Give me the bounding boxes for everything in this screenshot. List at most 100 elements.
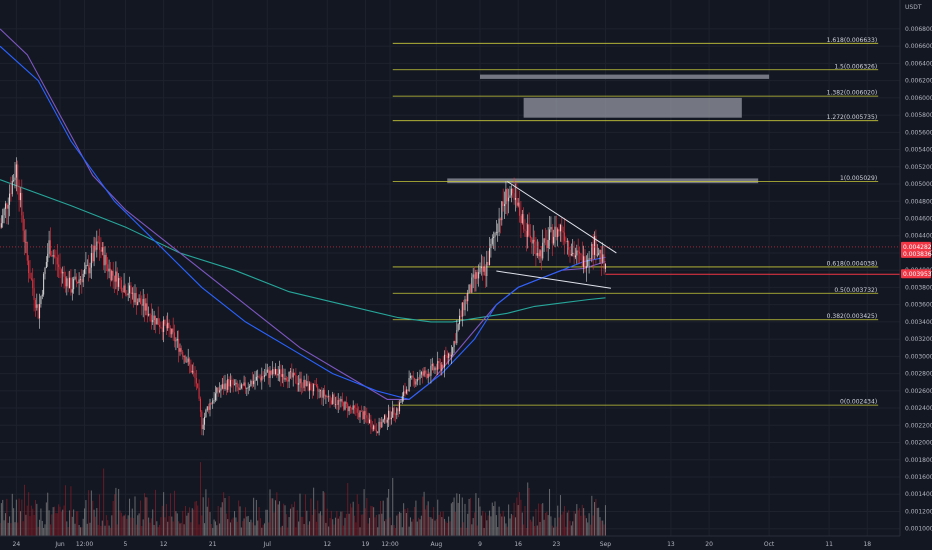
candle-body [130,285,132,294]
candle-body [36,304,38,308]
candle-body [262,376,264,377]
candle-body [535,241,537,256]
candle-body [94,245,96,250]
candle-body [44,268,46,274]
volume-bar [389,517,391,536]
volume-bar [437,499,439,536]
volume-bar [351,507,353,536]
volume-bar [19,511,21,536]
volume-bar [356,494,358,536]
volume-bar [302,516,304,536]
price-tag [901,269,931,279]
candle-body [457,324,459,331]
volume-bar [409,517,411,536]
volume-bar [343,525,345,536]
currency-label: USDT [905,4,922,11]
volume-bar [318,513,320,536]
volume-bar [326,508,328,536]
volume-bar [2,499,4,536]
candle-body [227,379,229,390]
x-tick-label: 18 [863,541,871,548]
fib-level-label: 0.5(0.003732) [834,287,877,294]
candle-body [184,356,186,362]
candle-body [581,254,583,267]
candle-body [517,202,519,206]
volume-bar [329,518,331,536]
candle-body [456,330,458,344]
volume-bar [99,494,101,536]
volume-bar [261,527,263,536]
volume-bar [565,526,567,536]
moving-average-line [0,45,606,401]
volume-bar [225,513,227,536]
candle-body [333,394,335,405]
time-scale[interactable]: 24 Jun 12:00 5 12 21 Jul 12 19 12:00 Aug 9 16 23 Sep 13… [13,541,872,548]
candle-body [139,298,141,305]
volume-bar [344,517,346,536]
volume-bar [224,497,226,536]
candle-body [281,374,283,377]
candle-body [564,232,566,242]
candle-body [377,432,379,434]
candle-body [127,293,129,296]
volume-bar [589,524,591,536]
y-tick-label: 0.001600 [905,474,932,481]
candle-body [88,264,90,274]
candle-body [199,398,201,412]
candle-body [505,189,507,205]
x-tick-label: 16 [514,541,522,548]
volume-bar [153,525,155,536]
candle-body [430,365,432,376]
volume-bar [529,519,531,536]
volume-bar [4,513,6,536]
volume-bar [304,494,306,536]
volume-bar [45,502,47,536]
candle-body [311,390,313,392]
candle-body [242,384,244,386]
volume-bar [184,505,186,536]
volume-bar [124,514,126,536]
volume-bar [359,527,361,536]
price-tag-label: 0.003953 [903,271,932,278]
candle-body [14,177,16,181]
volume-bar [190,522,192,536]
candle-body [401,396,403,402]
volume-bar [445,521,447,536]
candle-body [464,299,466,311]
volume-bar [6,498,8,536]
volume-bar [150,518,152,536]
candle-body [190,364,192,373]
y-tick-label: 0.006600 [905,43,932,50]
volume-bar [483,527,485,536]
candle-body [510,188,512,196]
volume-bar [25,514,27,536]
candle-body [364,411,366,416]
x-tick-label: Jun [54,541,65,548]
candle-body [56,257,58,265]
candle-body [26,241,28,261]
y-tick-label: 0.005600 [905,129,932,136]
volume-bar [374,517,376,536]
volume-bar [67,527,69,536]
volume-bar [107,520,109,536]
y-tick-label: 0.002800 [905,371,932,378]
volume-bar [429,516,431,536]
volume-bar [246,516,248,536]
volume-bar [585,518,587,536]
volume-bar [77,511,79,536]
volume-bar [221,502,223,536]
candle-body [555,226,557,238]
volume-bar [592,515,594,536]
volume-bar [191,508,193,536]
candle-body [329,396,331,401]
candle-body [409,375,411,379]
volume-bar [364,508,366,536]
candle-body [54,255,56,257]
volume-bar [491,502,493,536]
candle-body [90,253,92,268]
candle-body [577,250,579,252]
candle-body [279,369,281,374]
volume-bar [581,504,583,536]
volume-bar [123,515,125,536]
